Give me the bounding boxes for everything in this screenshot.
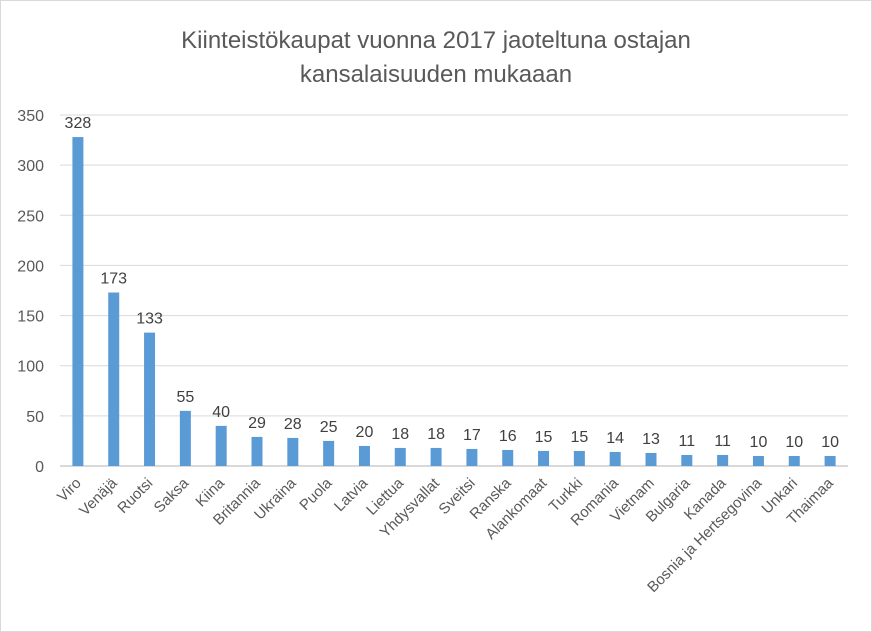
y-tick-label: 0 bbox=[35, 459, 44, 476]
data-label: 173 bbox=[100, 271, 127, 288]
data-label: 10 bbox=[750, 434, 768, 451]
data-label: 28 bbox=[284, 416, 302, 433]
bar bbox=[645, 452, 657, 466]
y-tick-label: 200 bbox=[17, 258, 44, 275]
data-label: 14 bbox=[606, 430, 624, 447]
data-label: 11 bbox=[714, 433, 731, 450]
y-tick-label: 300 bbox=[17, 158, 44, 175]
y-tick-label: 250 bbox=[17, 208, 44, 225]
y-tick-label: 350 bbox=[17, 108, 44, 125]
bar bbox=[323, 440, 335, 466]
data-label: 16 bbox=[499, 428, 517, 445]
data-label: 18 bbox=[391, 426, 409, 443]
chart-title-line-1: Kiinteistökaupat vuonna 2017 jaoteltuna … bbox=[181, 27, 691, 54]
x-tick-label: Viro bbox=[54, 475, 85, 506]
data-label: 11 bbox=[679, 433, 696, 450]
data-label: 15 bbox=[570, 429, 588, 446]
y-tick-label: 50 bbox=[26, 409, 44, 426]
data-label: 29 bbox=[248, 415, 266, 432]
bar bbox=[72, 137, 84, 466]
bar bbox=[609, 451, 621, 466]
data-label: 40 bbox=[212, 404, 230, 421]
bar bbox=[179, 410, 191, 466]
bar bbox=[681, 454, 693, 466]
data-label: 10 bbox=[785, 434, 803, 451]
data-label: 15 bbox=[535, 429, 553, 446]
data-label: 328 bbox=[65, 115, 92, 132]
y-tick-label: 100 bbox=[17, 359, 44, 376]
bar bbox=[502, 449, 514, 466]
bar bbox=[573, 450, 585, 466]
bar bbox=[358, 445, 370, 466]
bar bbox=[538, 450, 550, 466]
bar bbox=[394, 447, 406, 466]
bar bbox=[752, 455, 764, 466]
x-tick-label: Ruotsi bbox=[114, 475, 156, 517]
data-label: 133 bbox=[136, 311, 163, 328]
chart-title-line-2: kansalaisuuden mukaaan bbox=[300, 61, 572, 88]
bar bbox=[287, 437, 299, 466]
bar bbox=[824, 455, 836, 466]
bar bbox=[251, 436, 263, 466]
data-label: 18 bbox=[427, 426, 445, 443]
data-label: 20 bbox=[356, 424, 374, 441]
data-label: 55 bbox=[176, 389, 194, 406]
x-tick-label: Saksa bbox=[151, 474, 193, 516]
bar bbox=[717, 454, 729, 466]
x-tick-label: Puola bbox=[296, 474, 336, 514]
bar bbox=[430, 447, 442, 466]
data-label: 17 bbox=[463, 427, 481, 444]
bar bbox=[215, 425, 227, 466]
bar bbox=[466, 448, 478, 466]
x-tick-label: Venäjä bbox=[76, 474, 121, 519]
y-tick-label: 150 bbox=[17, 309, 44, 326]
bar bbox=[144, 332, 156, 466]
data-label: 25 bbox=[320, 419, 338, 436]
data-label: 13 bbox=[642, 431, 660, 448]
bar bbox=[108, 292, 120, 466]
bar bbox=[788, 455, 800, 466]
data-label: 10 bbox=[821, 434, 839, 451]
